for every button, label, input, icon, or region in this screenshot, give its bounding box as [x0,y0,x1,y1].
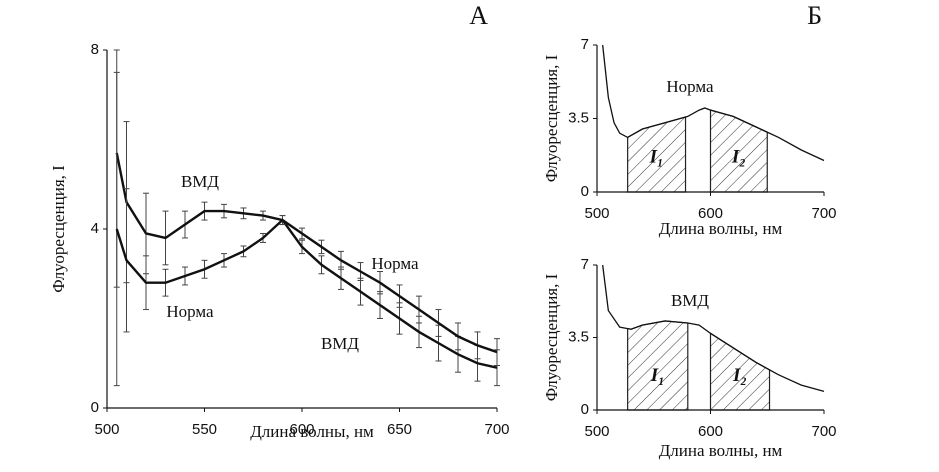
y-tick-label: 3.5 [568,109,589,126]
region-label: I₂ [732,365,747,386]
x-axis-label: Длина волны, нм [659,441,783,460]
panel-letter: Б [807,1,822,30]
x-axis-label: Длина волны, нм [659,219,783,238]
x-tick-label: 650 [387,421,412,438]
y-axis-label: Флуоресценция, I [542,54,561,182]
data-line [115,152,498,369]
y-tick-label: 7 [581,36,589,53]
x-tick-label: 500 [584,423,609,440]
series-label: ВМД [321,334,359,353]
series-label: ВМД [671,291,709,310]
y-axis-label: Флуоресценция, I [49,165,68,293]
series-label: Норма [166,302,214,321]
x-tick-label: 550 [192,421,217,438]
series-label: Норма [666,77,714,96]
y-tick-label: 4 [91,220,99,237]
x-tick-label: 600 [698,423,723,440]
series-label: ВМД [181,172,219,191]
y-tick-label: 0 [581,183,589,200]
y-tick-label: 0 [581,401,589,418]
data-line [602,44,825,162]
region-label: I₂ [731,147,746,168]
x-tick-label: 700 [811,423,836,440]
x-tick-label: 700 [811,205,836,222]
y-axis-label: Флуоресценция, I [542,273,561,401]
y-tick-label: 8 [91,41,99,58]
panel-letter: А [469,1,488,30]
x-tick-label: 500 [584,205,609,222]
region-label: I₁ [649,147,664,168]
x-tick-label: 600 [289,421,314,438]
y-tick-label: 0 [91,399,99,416]
x-axis-label: Длина волны, нм [250,422,374,441]
x-tick-label: 500 [94,421,119,438]
region-label: I₁ [650,365,665,386]
x-tick-label: 700 [484,421,509,438]
y-tick-label: 7 [581,256,589,273]
data-line [602,264,825,392]
data-line [115,218,498,354]
x-tick-label: 600 [698,205,723,222]
y-tick-label: 3.5 [568,328,589,345]
series-label: Норма [371,254,419,273]
